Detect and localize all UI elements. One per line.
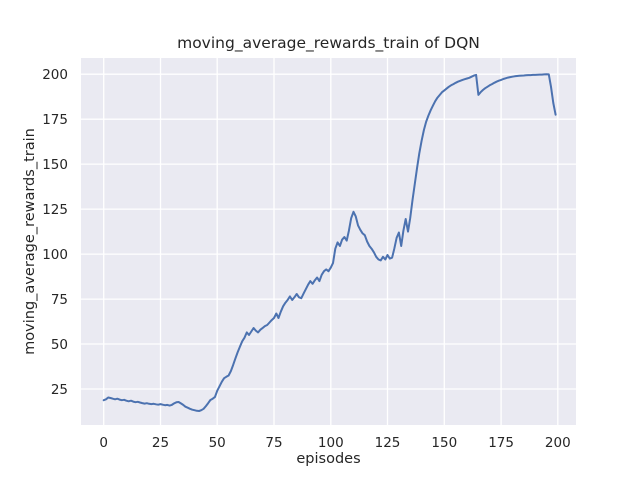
- y-tick-labels: 25 50 75 100 125 150 175 200: [42, 67, 68, 398]
- x-tick-label: 150: [431, 435, 457, 451]
- grid-lines: [81, 58, 576, 425]
- series-line-group: [102, 73, 557, 412]
- x-tick-labels: 0 25 50 75 100 125 150 175 200: [99, 435, 570, 451]
- y-tick-label: 200: [42, 67, 68, 83]
- y-tick-label: 50: [51, 337, 68, 353]
- y-axis-label: moving_average_rewards_train: [22, 128, 38, 355]
- x-tick-label: 25: [152, 435, 169, 451]
- x-tick-label: 0: [99, 435, 108, 451]
- x-tick-label: 50: [209, 435, 226, 451]
- y-tick-label: 150: [42, 157, 68, 173]
- y-tick-label: 175: [42, 112, 68, 128]
- x-axis-label: episodes: [296, 451, 360, 467]
- reward-line: [102, 73, 557, 412]
- x-tick-label: 175: [488, 435, 514, 451]
- y-tick-label: 100: [42, 247, 68, 263]
- chart-title: moving_average_rewards_train of DQN: [177, 34, 480, 53]
- y-tick-label: 25: [51, 382, 68, 398]
- x-tick-label: 200: [545, 435, 571, 451]
- y-tick-label: 125: [42, 202, 68, 218]
- x-tick-label: 75: [265, 435, 282, 451]
- x-tick-label: 125: [375, 435, 401, 451]
- x-tick-label: 100: [318, 435, 344, 451]
- y-tick-label: 75: [51, 292, 68, 308]
